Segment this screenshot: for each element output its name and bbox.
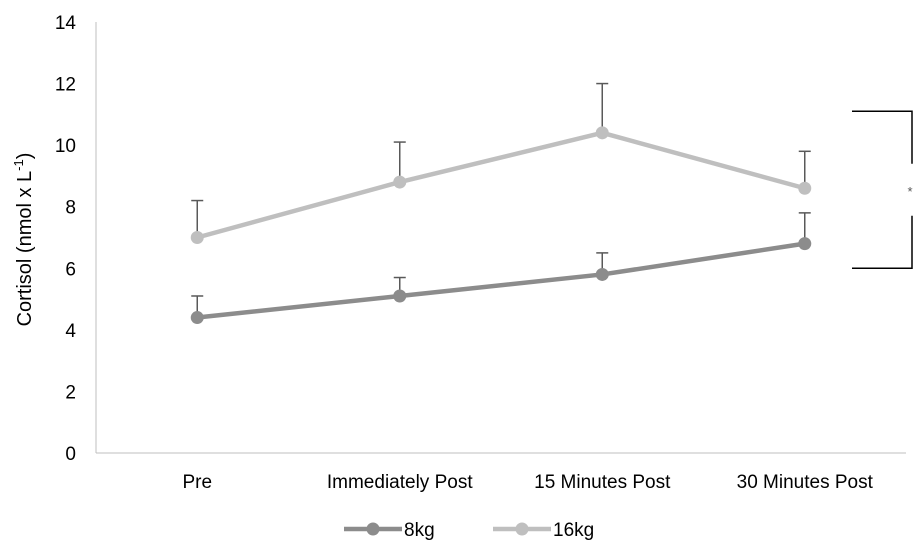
- x-tick-label: Immediately Post: [327, 472, 473, 493]
- legend-marker-16kg: [515, 522, 529, 536]
- x-tick-label: 30 Minutes Post: [737, 472, 874, 493]
- y-axis-title-main: Cortisol (nmol x L: [14, 171, 36, 327]
- data-point-8kg: [393, 289, 407, 303]
- y-tick-label: 6: [65, 259, 76, 280]
- significance-label: *: [907, 184, 912, 199]
- series-line-8kg: [197, 241, 806, 320]
- data-point-8kg: [595, 267, 609, 281]
- y-tick-labels: 0 2 4 6 8 10 12 14: [55, 13, 77, 465]
- y-tick-label: 8: [65, 198, 76, 219]
- legend-label-8kg: 8kg: [404, 520, 435, 541]
- data-point-16kg: [393, 175, 407, 189]
- series-points: [190, 126, 812, 325]
- x-tick-label: 15 Minutes Post: [534, 472, 671, 493]
- series-lines: [196, 130, 806, 320]
- y-axis-title-suffix: ): [14, 153, 36, 160]
- legend-label-16kg: 16kg: [553, 520, 594, 541]
- significance-bracket-line: [852, 110, 913, 270]
- data-point-16kg: [595, 126, 609, 140]
- series-line-16kg: [196, 130, 806, 240]
- y-tick-label: 14: [55, 13, 77, 34]
- data-point-16kg: [798, 181, 812, 195]
- error-bars: [191, 82, 811, 318]
- x-tick-labels: Pre Immediately Post 15 Minutes Post 30 Min…: [182, 472, 873, 493]
- data-point-16kg: [190, 231, 204, 244]
- y-tick-label: 12: [55, 75, 76, 96]
- x-tick-label: Pre: [182, 472, 212, 493]
- y-tick-label: 10: [55, 136, 76, 157]
- data-point-8kg: [798, 237, 812, 251]
- y-tick-label: 4: [65, 321, 76, 342]
- significance-bracket: *: [852, 110, 913, 270]
- data-point-8kg: [190, 311, 204, 325]
- y-tick-label: 2: [65, 382, 76, 403]
- y-axis-title-superscript: -1: [11, 159, 26, 171]
- y-tick-label: 0: [65, 444, 76, 465]
- legend-marker-8kg: [366, 522, 380, 536]
- y-axis-title: Cortisol (nmol x L-1): [11, 153, 36, 327]
- legend: 8kg 16kg: [344, 520, 594, 541]
